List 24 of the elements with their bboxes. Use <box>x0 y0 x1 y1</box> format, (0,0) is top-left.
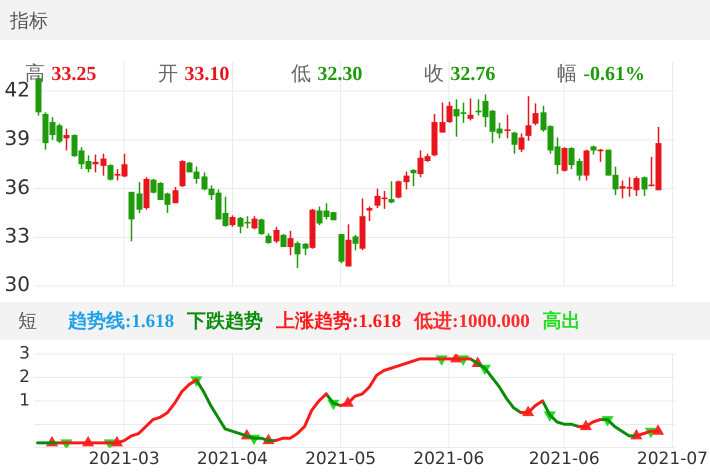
x-tick-label: 2021-07 <box>636 449 708 470</box>
x-tick-label: 2021-04 <box>196 449 268 470</box>
x-tick-label: 2021-05 <box>305 449 376 470</box>
annotation: 开 33.10 <box>158 61 230 85</box>
y-tick-label: 3 <box>19 344 30 364</box>
text: 短 <box>18 309 37 334</box>
y-tick-label: 36 <box>4 174 30 199</box>
y-tick-label: 1 <box>19 390 30 410</box>
x-tick-label: 2021-06 <box>528 449 600 470</box>
x-tick-label: 2021-03 <box>88 449 160 470</box>
y-tick-label: 30 <box>4 272 30 296</box>
text: 趋势线:1.618 <box>68 310 174 334</box>
y-tick-label: 2 <box>19 366 30 387</box>
y-tick-label: 33 <box>4 224 30 248</box>
text: 下跌趋势 <box>187 310 264 334</box>
series-label: 低进:1000.000 <box>414 310 530 334</box>
text: 高出 <box>542 310 581 334</box>
x-tick-label: 2021-06 <box>413 449 484 470</box>
chart-title: 指标 <box>10 9 48 34</box>
annotation: 低 32.30 <box>291 61 362 85</box>
annotation: 幅 -0.61% <box>557 61 646 85</box>
series-label: 上涨趋势:1.618 <box>276 310 402 334</box>
annotation: 收 32.76 <box>424 61 496 85</box>
y-tick-label: 39 <box>4 126 30 150</box>
